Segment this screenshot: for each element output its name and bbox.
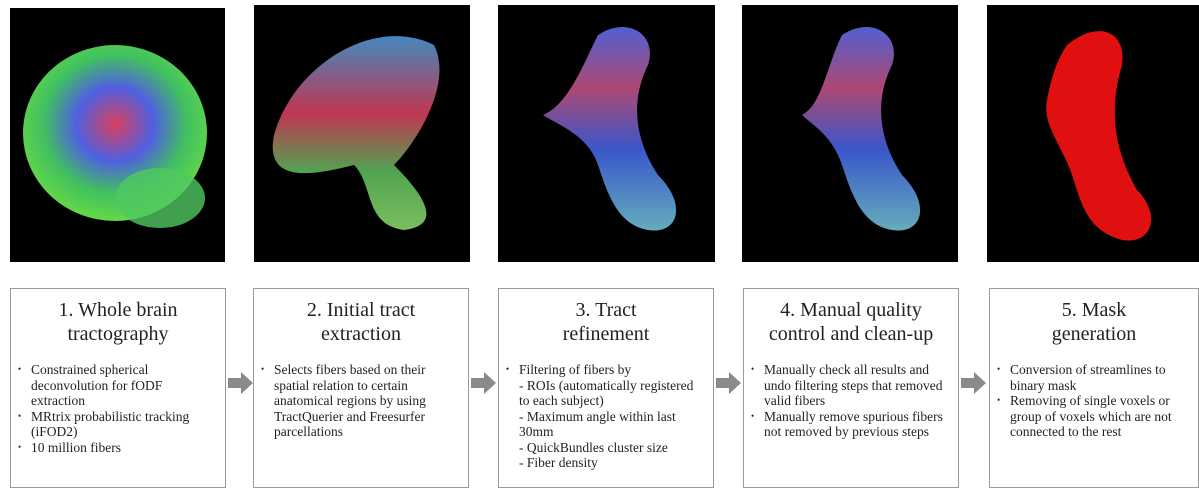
title-line: refinement [499, 322, 713, 346]
arrow-shape [471, 372, 496, 394]
bullet: Constrained spherical deconvolution for … [31, 362, 217, 409]
tract-image [254, 5, 470, 262]
bullet: MRtrix probabilistic tracking (iFOD2) [31, 409, 217, 440]
refined-image [498, 5, 715, 262]
title-line: generation [990, 322, 1198, 346]
title-line: 2. Initial tract [254, 298, 468, 322]
bullet-text: MRtrix probabilistic tracking (iFOD2) [31, 409, 189, 440]
bullet-list: Selects fibers based on their spatial re… [254, 362, 468, 440]
bullet-text: Manually check all results and undo filt… [764, 362, 942, 408]
arrow [716, 372, 742, 394]
bullet-text: Selects fibers based on their spatial re… [274, 362, 426, 439]
cerebellum [115, 168, 205, 228]
bullet-text: Removing of single voxels or group of vo… [1010, 393, 1172, 439]
tract-shape [273, 36, 440, 230]
title-line: control and clean-up [744, 322, 958, 346]
tract-shape [802, 27, 920, 231]
title-line: 1. Whole brain [11, 298, 225, 322]
bullet-text: Filtering of fibers by [519, 362, 631, 377]
title-line: extraction [254, 322, 468, 346]
bullet: Manually check all results and undo filt… [764, 362, 950, 409]
title-line: 4. Manual quality [744, 298, 958, 322]
sub-item: - Maximum angle within last 30mm [519, 409, 705, 440]
sub-item: - Fiber density [519, 455, 705, 471]
bullet: Manually remove spurious fibers not remo… [764, 409, 950, 440]
sub-item: - QuickBundles cluster size [519, 440, 705, 456]
brain-image [10, 8, 225, 262]
bullet: Selects fibers based on their spatial re… [274, 362, 460, 440]
arrow-shape [228, 372, 253, 394]
page: {"steps": [ {"title": ["1. Whole brain",… [0, 0, 1199, 480]
bullet-text: Conversion of streamlines to binary mask [1010, 362, 1166, 393]
arrow-shape [961, 372, 986, 394]
sub-item: - ROIs (automatically registered to each… [519, 378, 705, 409]
bullet-text: Manually remove spurious fibers not remo… [764, 409, 943, 440]
bullet: Conversion of streamlines to binary mask [1010, 362, 1190, 393]
arrow [471, 372, 497, 394]
cleaned-image [742, 5, 958, 262]
mask-image [987, 5, 1199, 262]
bullet-list: Manually check all results and undo filt… [744, 362, 958, 440]
arrow-shape [716, 372, 741, 394]
tract-shape [543, 27, 676, 231]
arrow [228, 372, 254, 394]
title-line: 5. Mask [990, 298, 1198, 322]
bullet: Filtering of fibers by- ROIs (automatica… [519, 362, 705, 471]
title-line: tractography [11, 322, 225, 346]
bullet: 10 million fibers [31, 440, 217, 456]
title-line: 3. Tract [499, 298, 713, 322]
mask-shape [1046, 31, 1151, 240]
bullet-list: Conversion of streamlines to binary mask… [990, 362, 1198, 440]
bullet-list: Filtering of fibers by- ROIs (automatica… [499, 362, 713, 471]
bullet-text: 10 million fibers [31, 440, 121, 455]
bullet: Removing of single voxels or group of vo… [1010, 393, 1190, 440]
arrow [961, 372, 987, 394]
bullet-list: Constrained spherical deconvolution for … [11, 362, 225, 455]
bullet-text: Constrained spherical deconvolution for … [31, 362, 162, 408]
